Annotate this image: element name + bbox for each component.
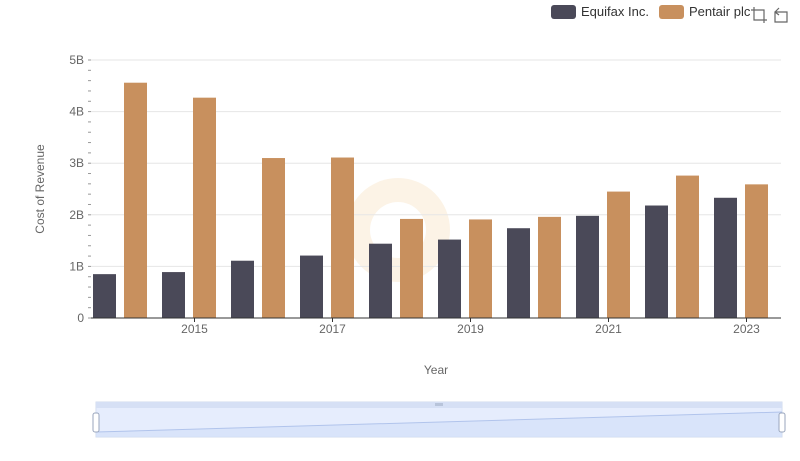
bars [93, 82, 768, 318]
legend-swatch-pentair [658, 4, 684, 19]
bar-equifax-2014[interactable] [93, 274, 116, 318]
bar-equifax-2023[interactable] [714, 197, 737, 318]
bar-equifax-2017[interactable] [300, 255, 323, 318]
legend-label-pentair: Pentair plc [688, 4, 751, 19]
y-tick-label: 4B [69, 105, 84, 119]
x-tick-label: 2021 [595, 322, 622, 336]
bar-pentair-2022[interactable] [676, 175, 699, 318]
restore-icon[interactable] [772, 6, 790, 24]
bar-equifax-2021[interactable] [576, 215, 599, 318]
y-tick-label: 0 [77, 311, 84, 325]
y-axis: 0 1B 2B 3B 4B 5B [69, 53, 91, 325]
y-tick-label: 3B [69, 156, 84, 170]
bar-pentair-2014[interactable] [124, 82, 147, 318]
x-tick-label: 2015 [181, 322, 208, 336]
datazoom-slider[interactable] [92, 401, 786, 438]
legend-item-equifax[interactable]: Equifax Inc. [551, 4, 649, 19]
x-tick-label: 2023 [733, 322, 760, 336]
y-axis-title: Cost of Revenue [33, 144, 47, 234]
y-tick-label: 1B [69, 259, 84, 273]
bar-pentair-2016[interactable] [262, 158, 285, 318]
x-tick-label: 2017 [319, 322, 346, 336]
datazoom-preview-area [96, 412, 782, 437]
bar-pentair-2023[interactable] [745, 184, 768, 318]
datazoom-preview-line [95, 411, 783, 433]
bar-equifax-2022[interactable] [645, 205, 668, 318]
bar-equifax-2018[interactable] [369, 243, 392, 318]
bar-equifax-2016[interactable] [231, 260, 254, 318]
x-tick-label: 2019 [457, 322, 484, 336]
zoom-icon[interactable] [750, 6, 768, 24]
y-tick-label: 2B [69, 208, 84, 222]
legend: Equifax Inc. Pentair plc [551, 4, 760, 19]
legend-swatch-equifax [551, 4, 576, 19]
datazoom-handle-right[interactable] [778, 412, 786, 433]
bar-equifax-2019[interactable] [438, 239, 461, 318]
bar-pentair-2018[interactable] [400, 218, 423, 318]
legend-label-equifax: Equifax Inc. [581, 4, 649, 19]
toolbox [746, 6, 790, 24]
datazoom-move-handle[interactable] [435, 403, 443, 406]
bar-equifax-2015[interactable] [162, 272, 185, 318]
bar-equifax-2020[interactable] [507, 228, 530, 318]
bar-pentair-2019[interactable] [469, 219, 492, 318]
bar-pentair-2021[interactable] [607, 191, 630, 318]
datazoom-selection[interactable] [96, 408, 782, 437]
bar-pentair-2020[interactable] [538, 216, 561, 318]
x-axis-title: Year [424, 363, 448, 377]
bar-pentair-2015[interactable] [193, 97, 216, 318]
y-tick-label: 5B [69, 53, 84, 67]
legend-item-pentair[interactable]: Pentair plc [658, 4, 751, 19]
bar-pentair-2017[interactable] [331, 157, 354, 318]
x-axis: 2015 2017 2019 2021 2023 [91, 317, 781, 336]
datazoom-handle-left[interactable] [92, 412, 100, 433]
